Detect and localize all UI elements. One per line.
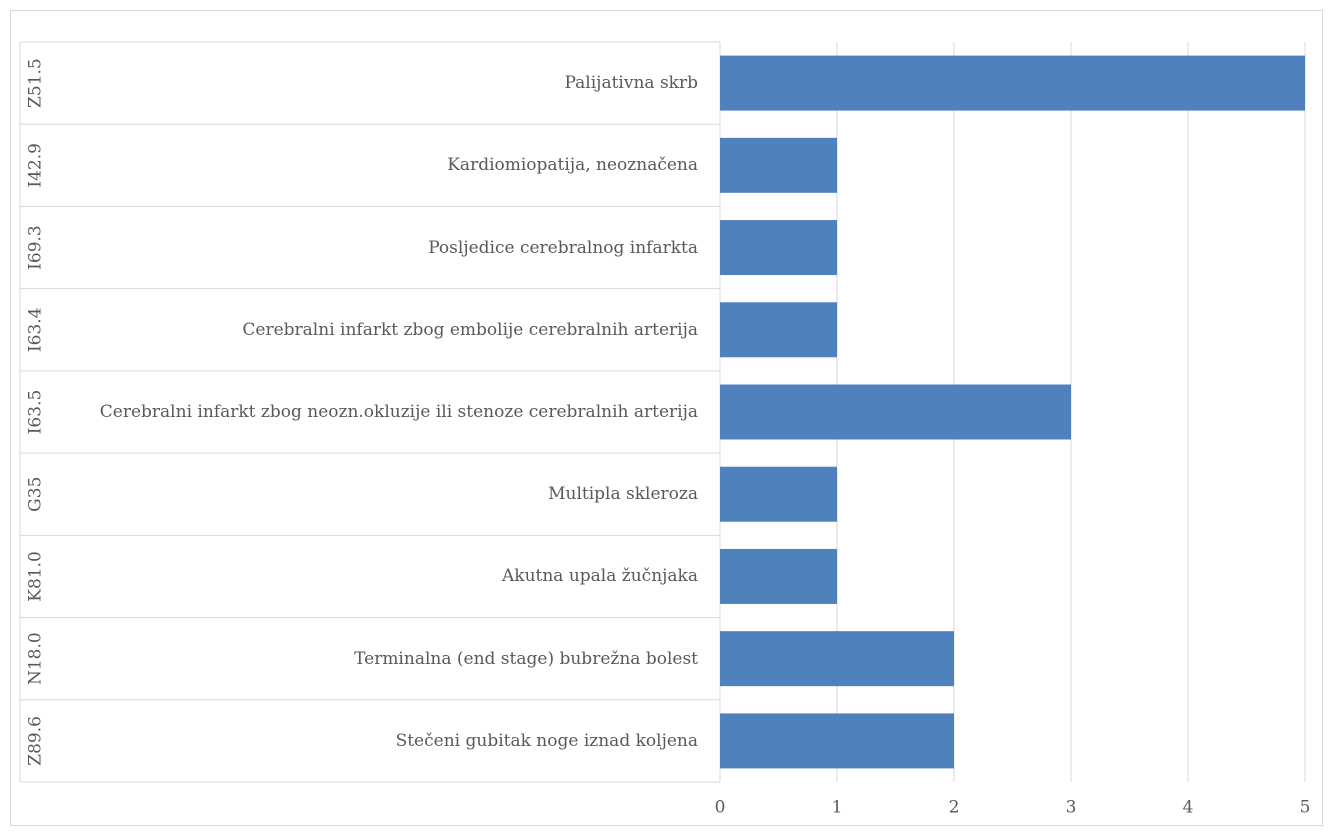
- x-tick-label: 3: [1066, 798, 1077, 818]
- x-tick-label: 1: [832, 798, 843, 818]
- category-label: Terminalna (end stage) bubrežna bolest: [354, 648, 698, 669]
- category-label: Posljedice cerebralnog infarkta: [428, 237, 698, 258]
- category-label-box: Stečeni gubitak noge iznad koljena: [52, 700, 698, 782]
- bar: [720, 55, 1305, 111]
- category-label-wrap: Akutna upala žučnjaka: [52, 535, 698, 617]
- group-label: K81.0: [26, 551, 46, 602]
- category-label-box: Cerebralni infarkt zbog neozn.okluzije i…: [52, 371, 698, 453]
- x-tick-label: 5: [1300, 798, 1311, 818]
- category-label-box: Multipla skleroza: [52, 453, 698, 535]
- bar: [720, 384, 1071, 440]
- group-label: G35: [26, 477, 46, 512]
- bar: [720, 302, 837, 358]
- category-label: Cerebralni infarkt zbog neozn.okluzije i…: [99, 401, 698, 422]
- bar: [720, 137, 837, 193]
- chart-frame: [10, 10, 1323, 826]
- category-label: Cerebralni infarkt zbog embolije cerebra…: [242, 319, 698, 340]
- x-tick-label: 4: [1183, 798, 1194, 818]
- category-label: Kardiomiopatija, neoznačena: [447, 155, 698, 176]
- category-label-wrap: Posljedice cerebralnog infarkta: [52, 206, 698, 288]
- category-label-wrap: Cerebralni infarkt zbog neozn.okluzije i…: [52, 371, 698, 453]
- category-label-wrap: Cerebralni infarkt zbog embolije cerebra…: [52, 289, 698, 371]
- group-label: I69.3: [26, 225, 46, 270]
- category-label: Palijativna skrb: [564, 73, 699, 94]
- category-label-wrap: Kardiomiopatija, neoznačena: [52, 124, 698, 206]
- category-label-box: Posljedice cerebralnog infarkta: [52, 206, 698, 288]
- bar: [720, 220, 837, 276]
- category-label-wrap: Multipla skleroza: [52, 453, 698, 535]
- category-label-box: Kardiomiopatija, neoznačena: [52, 124, 698, 206]
- group-label: Z51.5: [26, 58, 46, 108]
- group-label: N18.0: [26, 632, 46, 685]
- group-label: Z89.6: [26, 716, 46, 766]
- category-label: Akutna upala žučnjaka: [501, 566, 698, 587]
- category-label-box: Cerebralni infarkt zbog embolije cerebra…: [52, 289, 698, 371]
- bar: [720, 548, 837, 604]
- group-label: I63.5: [26, 390, 46, 435]
- category-label: Multipla skleroza: [548, 484, 698, 505]
- bar: [720, 713, 954, 769]
- category-label-box: Terminalna (end stage) bubrežna bolest: [52, 618, 698, 700]
- category-label: Stečeni gubitak noge iznad koljena: [395, 730, 698, 751]
- x-tick-label: 2: [949, 798, 960, 818]
- group-label: I42.9: [26, 143, 46, 188]
- bar: [720, 466, 837, 522]
- category-label-box: Palijativna skrb: [52, 42, 699, 124]
- category-label-wrap: Terminalna (end stage) bubrežna bolest: [52, 618, 698, 700]
- x-tick-label: 0: [715, 798, 726, 818]
- bar: [720, 631, 954, 687]
- group-label: I63.4: [26, 307, 46, 352]
- category-label-wrap: Palijativna skrb: [52, 42, 699, 124]
- category-label-wrap: Stečeni gubitak noge iznad koljena: [52, 700, 698, 782]
- category-label-box: Akutna upala žučnjaka: [52, 535, 698, 617]
